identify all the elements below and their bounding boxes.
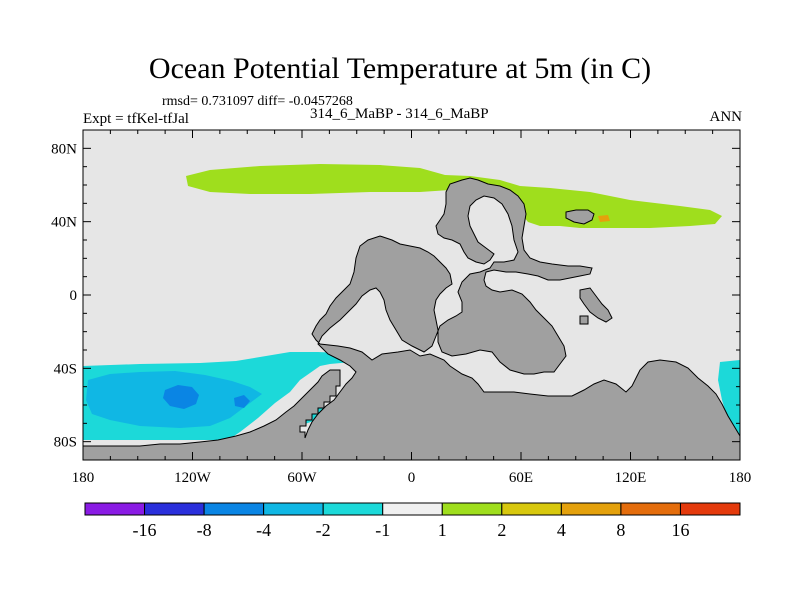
colorbar-label: -8 — [197, 520, 212, 540]
colorbar-label: 1 — [438, 520, 447, 540]
colorbar-labels: -16 -8 -4 -2 -1 1 2 4 8 16 — [133, 520, 690, 540]
colorbar-box — [382, 502, 443, 516]
lon-label-0: 0 — [408, 470, 416, 486]
axis-ticks — [82, 130, 741, 460]
season-label: ANN — [709, 109, 743, 125]
lat-label-80n: 80N — [51, 141, 77, 157]
experiment-label: Expt = tfKel-tfJal — [83, 111, 189, 127]
lat-label-40n: 40N — [51, 215, 77, 231]
colorbar-box — [203, 502, 265, 516]
land-indonesia-2 — [579, 315, 589, 325]
colorbar-box — [322, 502, 384, 516]
colorbar-label: 8 — [616, 520, 625, 540]
colorbar-box — [144, 502, 205, 516]
lat-label-40s: 40S — [54, 361, 77, 377]
land-indonesia-1 — [579, 287, 613, 323]
colorbar-label: 4 — [557, 520, 566, 540]
colorbar-label: -16 — [133, 520, 157, 540]
colorbar-box — [501, 502, 562, 516]
colorbar-label: 2 — [497, 520, 506, 540]
colorbar — [84, 502, 741, 516]
lon-label-120w: 120W — [174, 470, 212, 486]
colorbar-box — [263, 502, 324, 516]
lon-label-120e: 120E — [615, 470, 647, 486]
anomaly-south-pacific-spot — [234, 395, 250, 408]
colorbar-label: -2 — [316, 520, 331, 540]
anomaly-south-pacific-core — [163, 385, 199, 409]
lon-label-180: 180 — [729, 470, 752, 486]
axis-tick-labels: 80N 40N 0 40S 80S 180 120W 60W 0 60E 120E 180 — [51, 141, 751, 486]
lat-label-0: 0 — [70, 288, 78, 304]
map-title: Ocean Potential Temperature at 5m (in C) — [148, 52, 652, 85]
land-main — [83, 177, 740, 460]
colorbar-label: -1 — [375, 520, 390, 540]
colorbar-box — [560, 502, 622, 516]
colorbar-label: 16 — [671, 520, 689, 540]
case-label: 314_6_MaBP - 314_6_MaBP — [310, 106, 489, 122]
anomaly-north-orange — [598, 215, 610, 222]
anomaly-east-edge — [718, 360, 740, 438]
lat-label-80s: 80S — [54, 435, 77, 451]
land-east-asia-island — [565, 209, 595, 225]
lon-label-60e: 60E — [509, 470, 533, 486]
stats-text: rmsd= 0.731097 diff= -0.0457268 — [162, 94, 353, 109]
colorbar-box — [679, 502, 741, 516]
colorbar-box — [620, 502, 681, 516]
colorbar-box — [441, 502, 503, 516]
colorbar-label: -4 — [256, 520, 271, 540]
lon-label-60w: 60W — [287, 470, 317, 486]
lon-label-180: 180 — [72, 470, 95, 486]
colorbar-box — [84, 502, 146, 516]
